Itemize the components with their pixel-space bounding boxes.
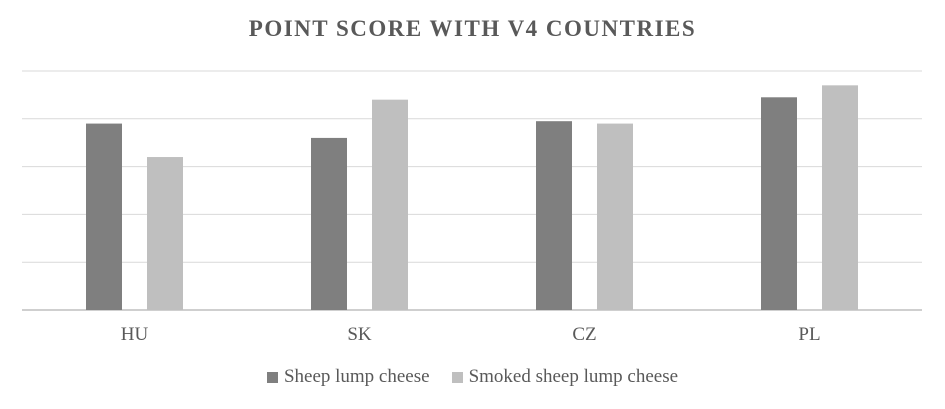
x-tick-label: PL — [798, 324, 820, 345]
legend-item-series-2: Smoked sheep lump cheese — [451, 366, 679, 388]
legend-item-series-1: Sheep lump cheese — [266, 366, 430, 388]
x-tick-label: SK — [347, 324, 372, 345]
bar-hu-series-1 — [86, 123, 122, 310]
legend-label-series-1: Sheep lump cheese — [283, 366, 430, 387]
legend-swatch-series-1 — [266, 371, 278, 383]
bar-pl-series-2 — [822, 85, 858, 310]
legend: Sheep lump cheese Smoked sheep lump chee… — [0, 366, 945, 388]
x-tick-label: CZ — [572, 324, 596, 345]
bars — [86, 85, 858, 311]
bar-sk-series-2 — [372, 99, 408, 311]
bar-hu-series-2 — [147, 157, 183, 310]
x-tick-label: HU — [121, 324, 149, 345]
bar-sk-series-1 — [311, 137, 347, 310]
bar-pl-series-1 — [761, 97, 797, 310]
legend-swatch-series-2 — [451, 371, 463, 383]
x-axis-tick-labels: HU SK CZ PL — [121, 324, 821, 345]
legend-label-series-2: Smoked sheep lump cheese — [468, 366, 679, 387]
bar-cz-series-2 — [597, 123, 633, 310]
bar-cz-series-1 — [536, 121, 572, 310]
chart-title: POINT SCORE WITH V4 COUNTRIES — [248, 16, 697, 41]
